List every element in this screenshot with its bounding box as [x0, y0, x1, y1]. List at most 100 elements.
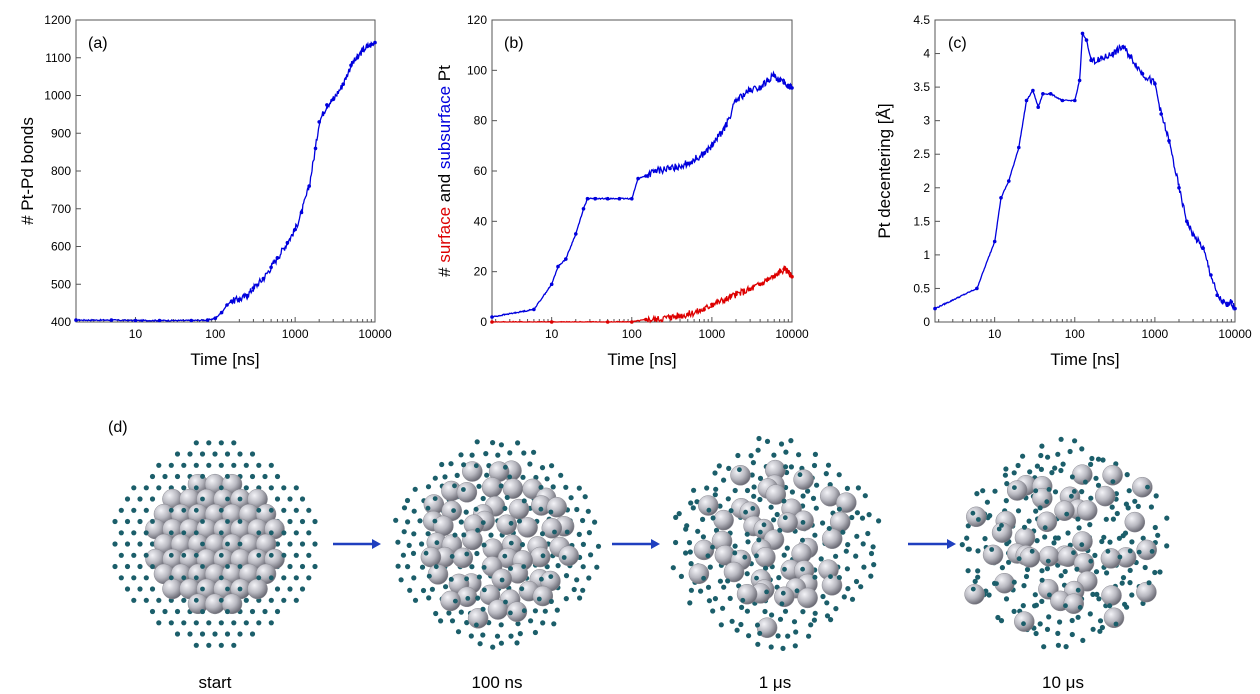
pt-atom: [991, 522, 1013, 543]
pd-atom: [776, 575, 782, 581]
pd-atom: [1055, 642, 1061, 648]
pd-atom: [143, 530, 149, 536]
pd-atom: [726, 465, 732, 471]
panel-d-snapshots: (d) start 100 ns 1 μs 10 μs: [108, 419, 1170, 692]
pd-atom: [539, 465, 546, 471]
pt-atom: [774, 586, 795, 608]
pd-atom: [778, 441, 785, 447]
pd-atom: [475, 595, 480, 601]
pd-atom: [974, 491, 980, 497]
pd-atom: [800, 520, 806, 525]
pd-atom: [281, 552, 287, 558]
data-point: [644, 174, 648, 178]
pd-atom: [480, 520, 486, 525]
pd-atom: [810, 495, 817, 501]
arrow-3-head: [947, 539, 956, 549]
pd-atom: [256, 462, 262, 468]
pd-atom: [162, 608, 168, 615]
data-point: [299, 210, 304, 215]
pd-atom: [449, 554, 455, 559]
pd-atom: [150, 519, 155, 524]
pd-atom: [187, 631, 193, 637]
pd-atom: [162, 473, 168, 480]
pd-atom: [717, 578, 724, 584]
pd-atom: [833, 606, 839, 612]
pd-atom: [757, 630, 763, 636]
pd-atom: [571, 586, 577, 593]
pd-atom: [844, 566, 851, 572]
pd-atom: [218, 552, 224, 558]
pd-atom: [751, 484, 757, 490]
pd-atom: [782, 515, 788, 521]
pd-atom: [718, 622, 724, 628]
pd-atom: [744, 487, 751, 494]
pt-atom: [529, 546, 551, 568]
pd-atom: [992, 488, 998, 494]
pd-atom: [700, 516, 706, 523]
pd-atom: [405, 519, 411, 525]
data-point: [1153, 82, 1157, 86]
pd-atom: [551, 621, 557, 627]
pt-atom: [966, 506, 987, 528]
pd-atom: [299, 541, 306, 547]
pd-atom: [200, 586, 205, 592]
pd-atom: [687, 549, 693, 555]
pd-atom: [463, 509, 469, 515]
pd-atom: [1075, 587, 1081, 593]
pd-atom: [400, 552, 406, 558]
data-point: [1080, 31, 1085, 36]
pd-atom: [218, 597, 224, 603]
data-point: [1097, 58, 1101, 63]
pd-atom: [986, 592, 992, 598]
pd-atom: [866, 511, 872, 518]
pd-atom: [992, 581, 997, 586]
pd-atom: [451, 508, 456, 513]
pd-atom: [1060, 461, 1066, 467]
pd-atom: [256, 620, 262, 626]
pd-atom: [393, 517, 399, 523]
pd-atom: [870, 544, 876, 550]
caption-1us: 1 μs: [759, 673, 791, 692]
pd-atom: [1075, 516, 1081, 522]
pd-atom: [735, 452, 741, 459]
data-point: [1017, 145, 1021, 150]
pd-atom: [461, 487, 466, 492]
pd-atom: [725, 578, 731, 584]
pd-atom: [508, 540, 514, 546]
pd-atom: [1055, 630, 1061, 637]
pd-atom: [704, 485, 710, 491]
pd-atom: [544, 476, 550, 482]
pd-atom: [548, 574, 554, 579]
pd-atom: [996, 526, 1002, 532]
pd-atom: [131, 507, 137, 513]
pd-atom: [425, 484, 432, 490]
pd-atom: [820, 593, 826, 600]
pd-atom: [860, 541, 866, 547]
pd-atom: [1072, 438, 1078, 444]
pd-atom: [700, 534, 707, 540]
pd-atom: [480, 606, 486, 612]
pd-atom: [751, 493, 757, 499]
pd-atom: [417, 518, 423, 524]
pd-atom: [984, 499, 991, 505]
pd-atom: [824, 613, 831, 619]
pd-atom: [484, 472, 490, 478]
pd-atom: [985, 515, 991, 521]
pd-atom: [1107, 603, 1113, 609]
data-point: [313, 146, 318, 151]
data-point: [213, 316, 218, 321]
pd-atom: [843, 548, 849, 554]
pd-atom: [281, 575, 287, 581]
data-point: [605, 320, 610, 324]
pd-atom: [410, 550, 417, 557]
pt-atom: [1036, 511, 1058, 533]
pd-atom: [691, 487, 697, 493]
pd-atom: [800, 537, 805, 543]
pd-atom: [206, 642, 212, 648]
panel-c-chart: (c) Time [ns] Pt decentering [Å] 10 100 10…: [875, 13, 1252, 369]
pd-atom: [1135, 503, 1141, 509]
pd-atom: [149, 608, 156, 615]
pd-atom: [800, 566, 805, 572]
pd-atom: [481, 565, 487, 570]
